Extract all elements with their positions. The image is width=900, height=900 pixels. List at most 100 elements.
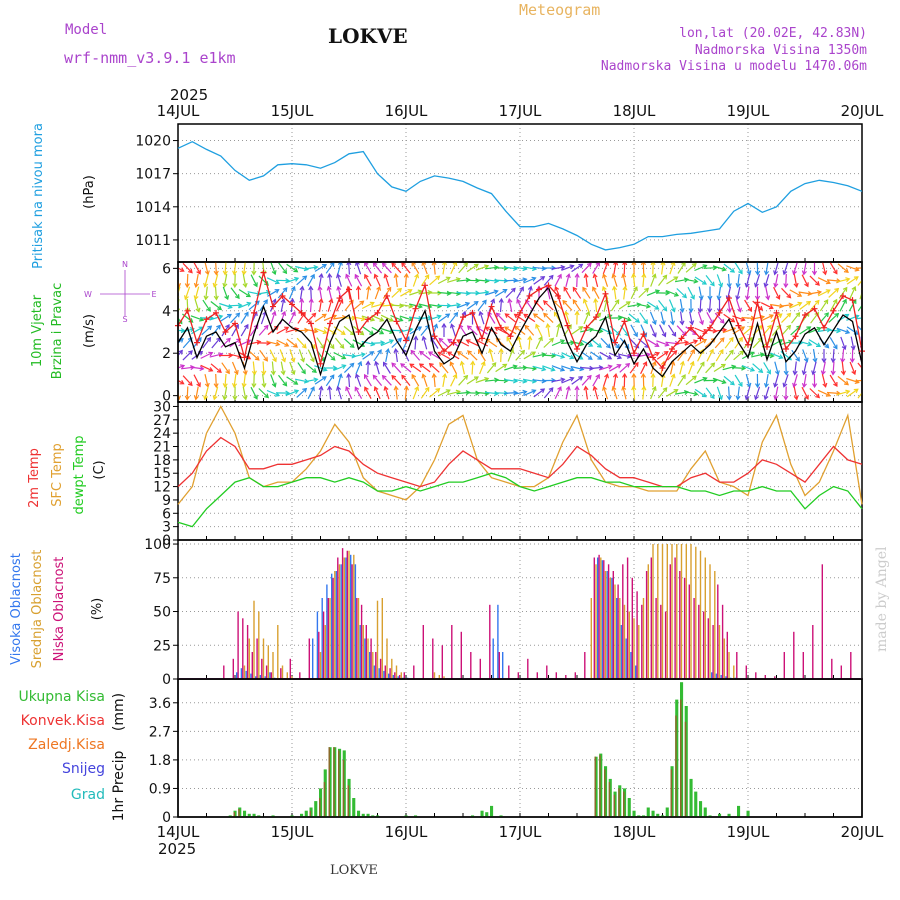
wind-arrow-head [453, 311, 459, 317]
wind-arrow-head [187, 381, 193, 387]
wind-arrow [812, 361, 817, 375]
wind-arrow [728, 386, 730, 400]
wind-arrow [698, 286, 703, 300]
wind-arrow [438, 338, 450, 348]
coords-label: lon,lat (20.02E, 42.83N) [679, 26, 867, 41]
wind-arrow-head [498, 347, 504, 353]
wind-arrow [278, 374, 287, 387]
precip-conv-bar [238, 809, 240, 817]
wind-arrow [333, 351, 346, 360]
wind-gust-marker [640, 331, 647, 338]
sfc-temp-ylabel: SFC Temp [50, 443, 65, 507]
wind-arrow-head [540, 388, 546, 394]
wind-arrow [523, 389, 536, 397]
wind-arrow [694, 377, 707, 384]
wind-arrow-head [710, 362, 716, 368]
wind-arrow [602, 374, 609, 387]
wind-arrow-head [545, 322, 551, 328]
wind-arrow [744, 299, 752, 312]
wind-arrow-head [645, 303, 652, 309]
wind-arrow-head [815, 281, 820, 286]
wind-arrow-head [290, 285, 296, 292]
wind-arrow-head [522, 277, 528, 283]
wind-arrow [266, 277, 280, 284]
wind-arrow [754, 274, 761, 287]
wind-arrow-head [188, 268, 193, 274]
wind-arrow-head [506, 336, 511, 342]
wind-arrow [817, 389, 831, 397]
year-top: 2025 [170, 86, 208, 104]
wind-arrow-head [640, 262, 647, 266]
wind-arrow-head [631, 385, 637, 391]
wind-arrow [561, 265, 574, 271]
wind-arrow-head [540, 276, 546, 281]
precip-total-bar [746, 810, 750, 817]
wind-gust-marker [564, 322, 571, 329]
precip-total-bar [238, 807, 242, 817]
wind-arrow-head [282, 269, 288, 275]
wind-gust-marker [773, 309, 780, 316]
wind-arrow-head [487, 311, 492, 317]
wind-arrow [300, 298, 303, 313]
wind-arrow [334, 337, 345, 349]
wind-arrow [832, 348, 835, 363]
wind-arrow [278, 262, 287, 274]
wind-arrow [745, 262, 751, 275]
y-tick-label: 18 [153, 453, 171, 469]
wind-arrow [305, 363, 317, 373]
wind-arrow [191, 326, 203, 335]
wind-arrow-head [554, 285, 560, 292]
wind-arrow [286, 338, 298, 348]
wind-arrow [401, 262, 411, 274]
wind-arrow-head [318, 272, 324, 279]
wind-arrow-head [345, 273, 350, 279]
wind-arrow-head [301, 343, 307, 349]
wind-arrow [716, 386, 723, 400]
x-axis-top-labels: 14JUL 15JUL 16JUL 17JUL 18JUL 19JUL 20JUL [157, 102, 884, 120]
wind-arrow-head [329, 374, 335, 380]
wind-arrow-head [523, 313, 529, 319]
wind-arrow-head [293, 343, 299, 348]
wind-arrow [812, 349, 817, 362]
wind-arrow-head [702, 339, 708, 344]
wind-arrow-head [754, 282, 759, 288]
y-tick-label: 2 [162, 346, 171, 362]
wind-arrow-head [442, 372, 448, 379]
wind-arrow-head [445, 313, 451, 319]
model-elevation-label: Nadmorska Visina u modelu 1470.06m [601, 59, 867, 74]
wind-arrow-head [203, 295, 209, 301]
wind-arrow-head [626, 316, 632, 322]
pressure-panel: 1011 1014 1017 1020 [135, 123, 863, 263]
wind-arrow [204, 262, 209, 275]
wind-arrow [585, 274, 588, 287]
precip-total-bar [699, 801, 703, 817]
wind-arrow-head [853, 276, 859, 281]
wind-arrow-head [459, 360, 465, 366]
wind-arrow [214, 286, 218, 300]
wind-arrow [745, 386, 751, 400]
wind-arrow [428, 351, 441, 360]
wind-gust-marker [526, 292, 533, 299]
wind-arrow-head [418, 363, 424, 369]
wind-arrow [477, 300, 487, 311]
wind-arrow [706, 349, 714, 362]
wind-arrow [372, 262, 383, 274]
wind-arrow [485, 326, 498, 335]
wind-arrow [240, 312, 249, 324]
wind-arrow-head [527, 285, 533, 291]
wind-arrow [375, 361, 380, 375]
wind-arrow-head [178, 349, 183, 355]
wind-arrow-head [357, 360, 363, 367]
wind-arrow [610, 299, 620, 312]
wind-arrow-head [301, 369, 306, 375]
wind-arrow [642, 386, 645, 400]
wind-arrow-head [291, 311, 296, 317]
wind-arrow-head [447, 338, 453, 344]
wind-arrow-head [699, 320, 704, 326]
wind-arrow [260, 311, 267, 325]
wind-arrow [352, 353, 365, 358]
wind-arrow-head [494, 265, 500, 271]
wind-arrow [562, 300, 573, 311]
wind-arrow [791, 349, 800, 362]
compass-south: S [122, 315, 127, 324]
